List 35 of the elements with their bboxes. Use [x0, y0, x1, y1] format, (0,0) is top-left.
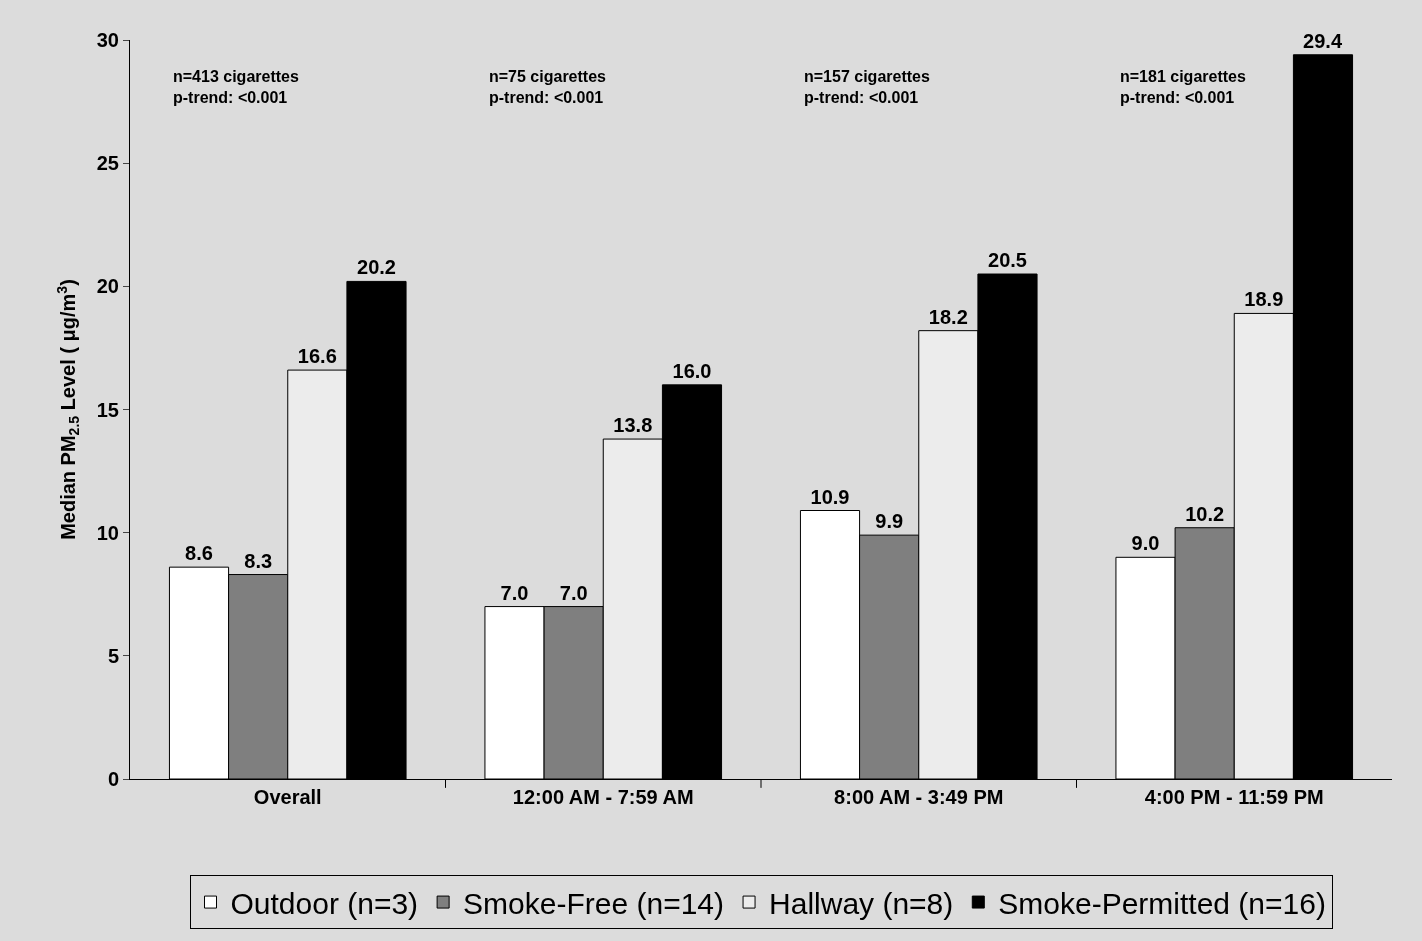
data-label: 29.4 [1303, 29, 1343, 52]
legend-label: Smoke-Permitted (n=16) [998, 886, 1326, 920]
legend-label: Hallway (n=8) [769, 886, 954, 920]
x-tick-label: Overall [253, 786, 322, 808]
y-tick-label: 0 [107, 768, 119, 790]
annotation: n=157 cigarettes p-trend: <0.001 [804, 68, 930, 106]
data-label: 20.5 [988, 249, 1027, 272]
data-label: 16.6 [297, 345, 337, 368]
data-label: 9.0 [1131, 532, 1160, 555]
annotation: n=181 cigarettes p-trend: <0.001 [1120, 68, 1246, 106]
data-label: 18.9 [1244, 288, 1284, 311]
y-tick-label: 15 [96, 398, 119, 421]
data-label: 7.0 [559, 581, 588, 604]
x-tick-label: 4:00 PM - 11:59 PM [1144, 786, 1324, 808]
x-tick-label: 8:00 AM - 3:49 PM [834, 786, 1004, 808]
y-tick-label: 5 [107, 644, 119, 667]
legend-label: Smoke-Free (n=14) [463, 886, 725, 920]
data-label: 9.9 [875, 510, 904, 533]
data-label: 10.2 [1185, 502, 1225, 525]
y-tick-label: 20 [96, 275, 119, 298]
data-label: 8.3 [244, 549, 273, 572]
data-label: 7.0 [500, 581, 529, 604]
data-label: 8.6 [185, 542, 213, 565]
y-tick-label: 25 [96, 152, 119, 175]
x-tick-label: 12:00 AM - 7:59 AM [512, 786, 694, 808]
annotation: n=75 cigarettes p-trend: <0.001 [489, 68, 607, 106]
data-label: 20.2 [357, 256, 396, 279]
y-tick-label: 30 [96, 29, 119, 51]
data-label: 13.8 [613, 414, 653, 437]
y-tick-label: 10 [96, 521, 119, 544]
data-label: 18.2 [928, 305, 968, 328]
annotation: n=413 cigarettes p-trend: <0.001 [173, 68, 299, 106]
data-label: 10.9 [810, 485, 850, 508]
data-label: 16.0 [672, 359, 712, 382]
legend-label: Outdoor (n=3) [230, 886, 419, 920]
